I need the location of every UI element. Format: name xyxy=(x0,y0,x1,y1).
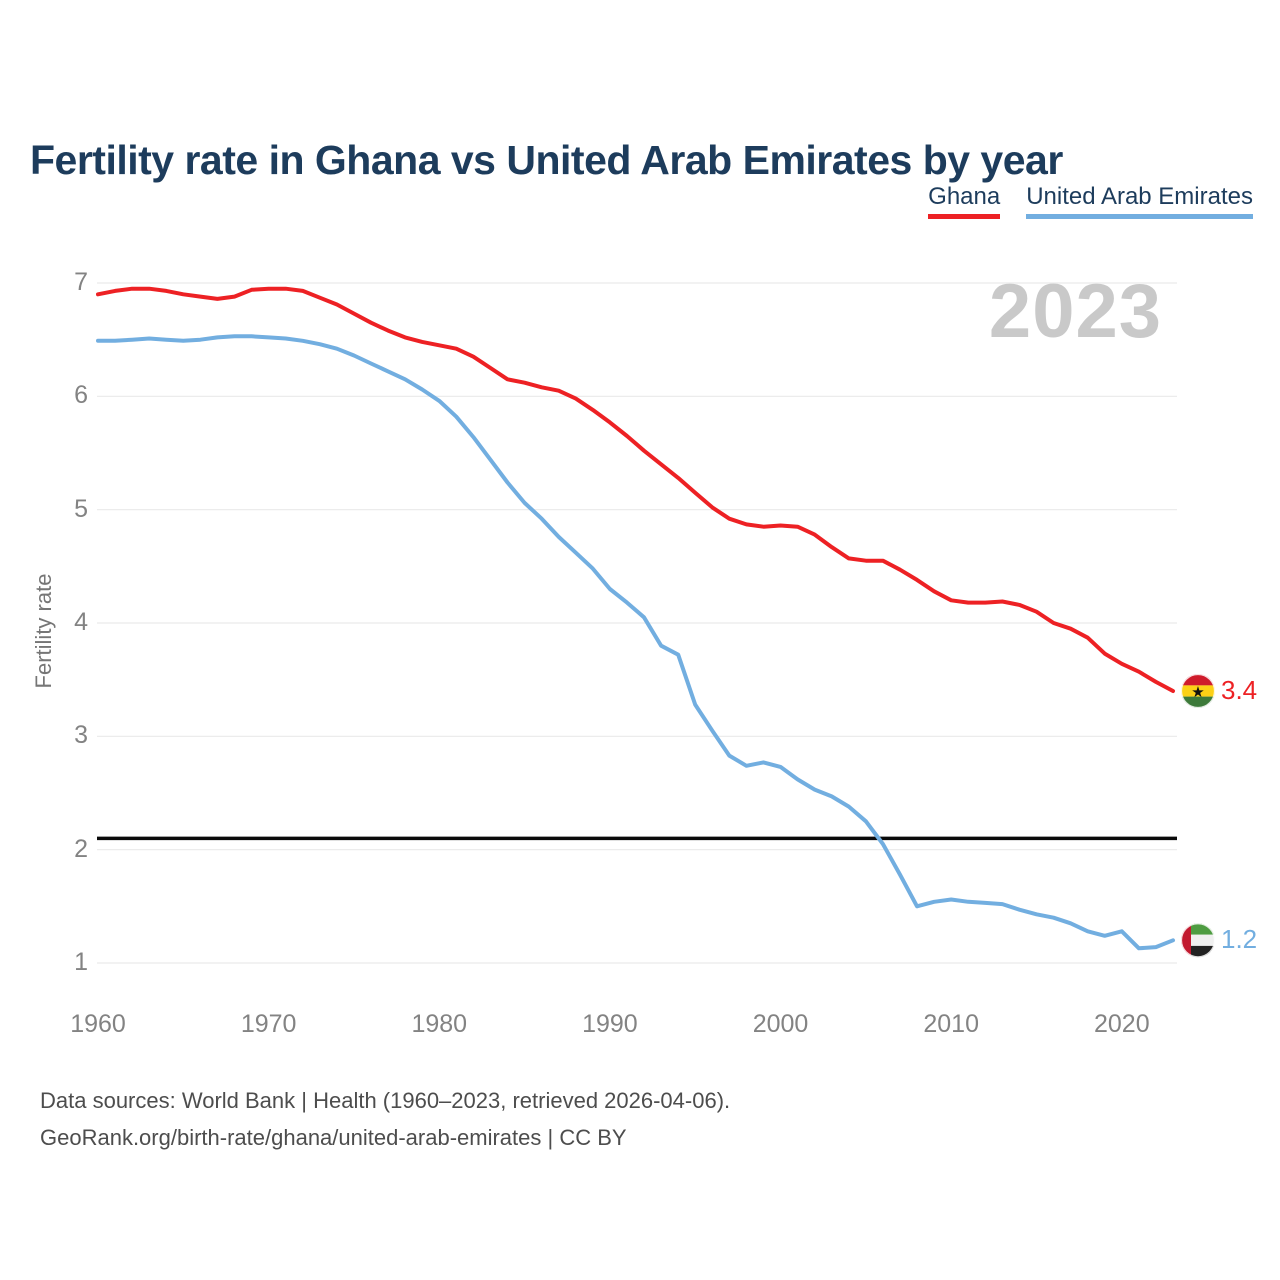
uae-line xyxy=(96,334,1175,951)
ghana-star-icon: ★ xyxy=(1191,683,1204,701)
x-tick-label-1970: 1970 xyxy=(240,1010,297,1038)
source-line-2: GeoRank.org/birth-rate/ghana/united-arab… xyxy=(40,1125,627,1150)
uae-end-value-label: 1.2 xyxy=(1221,924,1258,955)
uae-flag-icon xyxy=(1180,923,1216,958)
y-tick-label-2: 2 xyxy=(74,834,88,863)
y-tick-label-4: 4 xyxy=(74,608,88,636)
legend-item-uae[interactable]: United Arab Emirates xyxy=(1026,183,1253,219)
x-tick-label-2000: 2000 xyxy=(752,1010,809,1038)
legend-underline-uae xyxy=(1026,214,1253,219)
x-tick-label-1990: 1990 xyxy=(582,1010,638,1038)
ghana-flag-icon: ★ xyxy=(1180,673,1216,709)
y-tick-label-6: 6 xyxy=(74,381,88,410)
source-line-1: Data sources: World Bank | Health (1960–… xyxy=(40,1088,731,1113)
y-tick-label-3: 3 xyxy=(74,721,88,750)
y-tick-label-1: 1 xyxy=(74,948,88,976)
legend-item-ghana[interactable]: Ghana xyxy=(928,183,1001,219)
page-title: Fertility rate in Ghana vs United Arab E… xyxy=(30,137,1063,184)
legend-label-ghana: Ghana xyxy=(928,183,1001,210)
ghana-line xyxy=(96,286,1175,693)
x-tick-label-1980: 1980 xyxy=(411,1010,468,1038)
legend-underline-ghana xyxy=(928,214,1001,219)
y-tick-label-7: 7 xyxy=(74,268,88,296)
x-tick-label-1960: 1960 xyxy=(70,1010,126,1038)
x-tick-label-2010: 2010 xyxy=(923,1010,979,1038)
source-attribution: Data sources: World Bank | Health (1960–… xyxy=(40,1082,730,1156)
legend: Ghana United Arab Emirates xyxy=(928,183,1253,219)
y-tick-label-5: 5 xyxy=(74,494,88,523)
legend-label-uae: United Arab Emirates xyxy=(1026,183,1253,210)
x-tick-label-2020: 2020 xyxy=(1093,1010,1150,1038)
ghana-end-value-label: 3.4 xyxy=(1221,675,1258,705)
